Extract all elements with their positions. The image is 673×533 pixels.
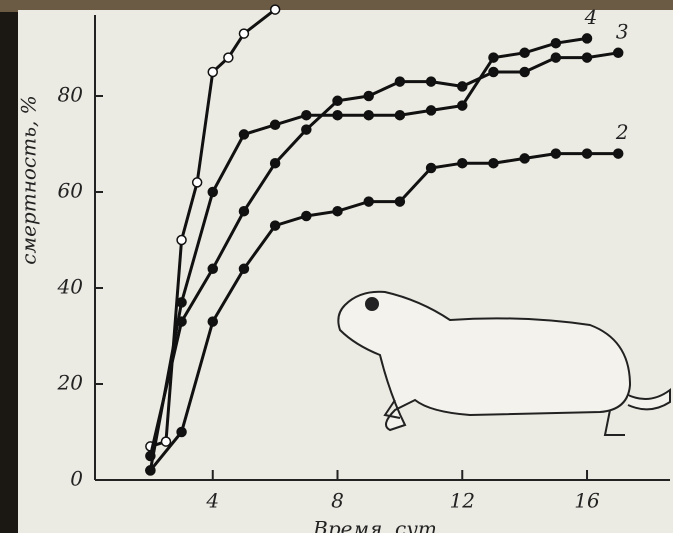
data-point	[395, 197, 404, 206]
data-point	[458, 82, 467, 91]
data-point	[177, 236, 186, 245]
y-tick-label: 40	[57, 275, 84, 299]
data-point	[583, 53, 592, 62]
data-point	[458, 159, 467, 168]
data-point	[333, 207, 342, 216]
data-point	[427, 164, 436, 173]
paper	[18, 10, 673, 533]
data-point	[193, 178, 202, 187]
data-point	[583, 149, 592, 158]
data-point	[520, 154, 529, 163]
data-point	[551, 149, 560, 158]
data-point	[583, 34, 592, 43]
data-point	[551, 39, 560, 48]
data-point	[302, 125, 311, 134]
x-tick-label: 12	[450, 489, 475, 513]
data-point	[458, 101, 467, 110]
data-point	[333, 111, 342, 120]
data-point	[239, 207, 248, 216]
data-point	[208, 68, 217, 77]
data-point	[239, 29, 248, 38]
data-point	[427, 106, 436, 115]
data-point	[427, 77, 436, 86]
y-tick-label: 20	[57, 371, 84, 395]
x-tick-label: 16	[574, 489, 600, 513]
y-tick-label: 80	[58, 83, 84, 107]
data-point	[239, 130, 248, 139]
series-label: 2	[615, 120, 629, 144]
page: смертность, % Время, сут 0 20 40 60 80 4 8 12 16…	[0, 0, 673, 533]
data-point	[489, 159, 498, 168]
data-point	[551, 53, 560, 62]
y-tick-label: 0	[70, 467, 83, 491]
data-point	[364, 111, 373, 120]
data-point	[208, 317, 217, 326]
data-point	[302, 111, 311, 120]
data-point	[520, 68, 529, 77]
data-point	[395, 77, 404, 86]
data-point	[333, 96, 342, 105]
data-point	[146, 466, 155, 475]
data-point	[395, 111, 404, 120]
data-point	[208, 188, 217, 197]
series-label: 4	[584, 5, 598, 29]
data-point	[364, 92, 373, 101]
data-point	[614, 149, 623, 158]
data-point	[614, 48, 623, 57]
y-tick-label: 60	[58, 179, 84, 203]
data-point	[161, 437, 170, 446]
data-point	[239, 264, 248, 273]
y-axis-label: смертность, %	[17, 95, 41, 264]
data-point	[489, 68, 498, 77]
x-tick-label: 8	[331, 489, 344, 513]
data-point	[302, 212, 311, 221]
x-axis-label: Время, сут	[312, 517, 437, 533]
data-point	[271, 120, 280, 129]
data-point	[271, 221, 280, 230]
data-point	[208, 264, 217, 273]
data-point	[177, 298, 186, 307]
data-point	[177, 428, 186, 437]
data-point	[177, 317, 186, 326]
x-tick-label: 4	[205, 489, 219, 513]
data-point	[271, 5, 280, 14]
chart: смертность, % Время, сут 0 20 40 60 80 4 8 12 16…	[0, 0, 673, 533]
data-point	[146, 452, 155, 461]
data-point	[271, 159, 280, 168]
data-point	[364, 197, 373, 206]
series-label: 3	[616, 19, 629, 43]
data-point	[224, 53, 233, 62]
data-point	[520, 48, 529, 57]
data-point	[489, 53, 498, 62]
